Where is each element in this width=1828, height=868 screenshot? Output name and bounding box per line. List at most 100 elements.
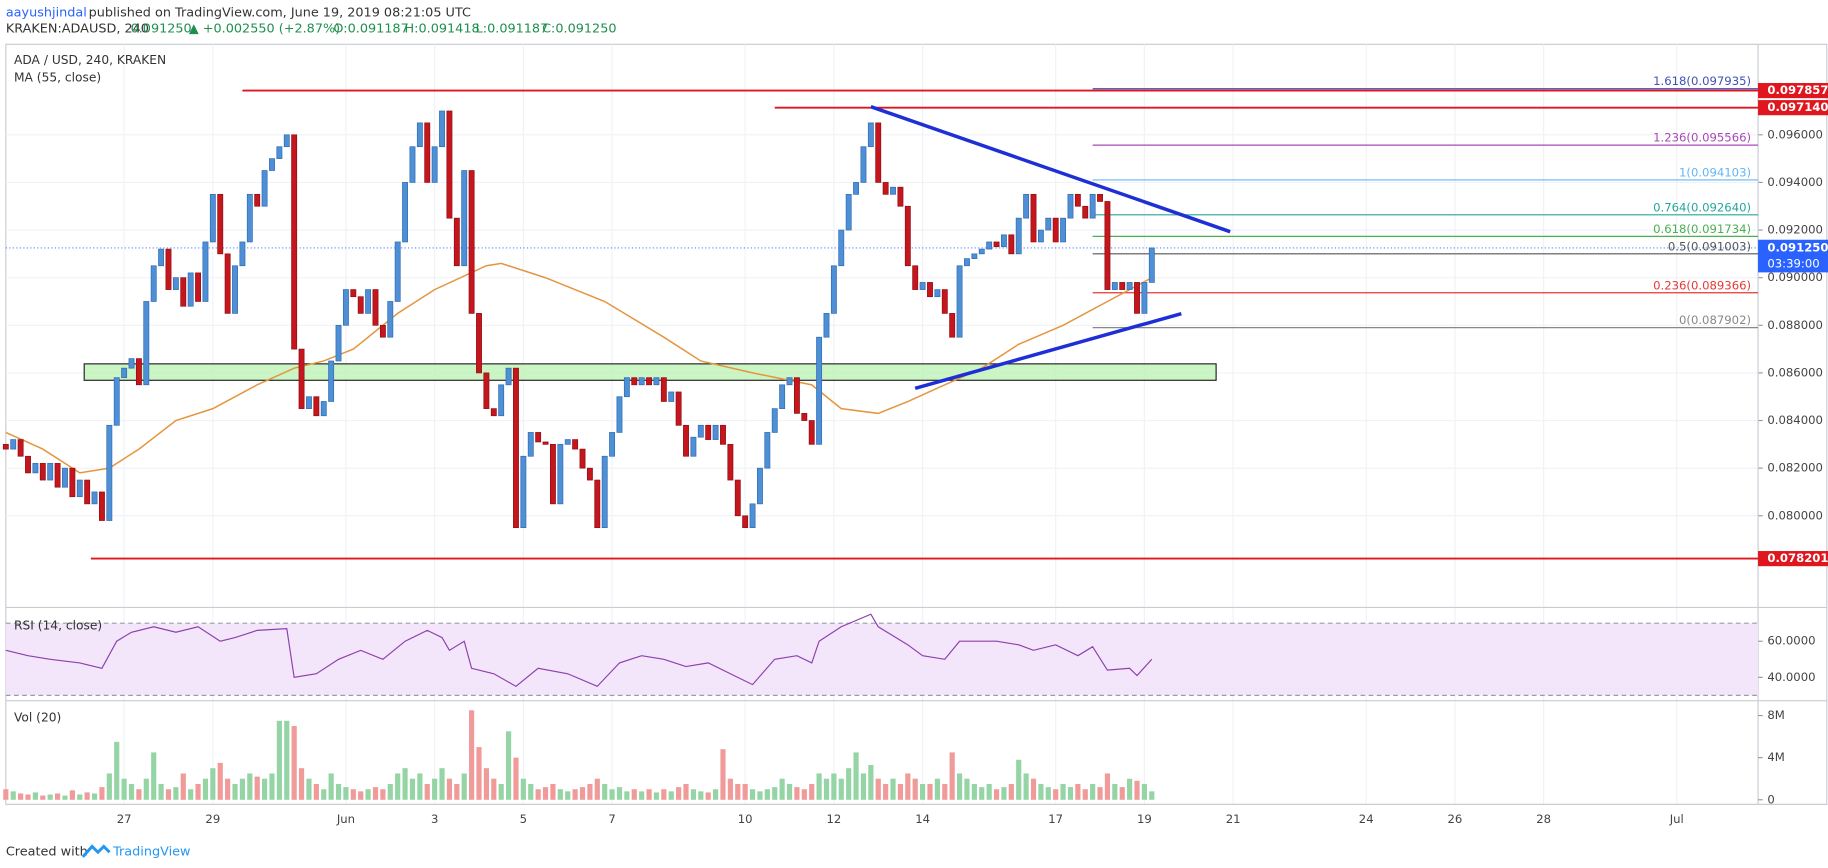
candle bbox=[949, 313, 956, 338]
candle bbox=[816, 336, 823, 445]
volume-bar bbox=[1104, 773, 1111, 800]
candle bbox=[1052, 217, 1059, 243]
volume-bar bbox=[446, 778, 453, 800]
candle bbox=[261, 170, 268, 207]
volume-bar bbox=[10, 791, 16, 800]
x-tick-label: 21 bbox=[1226, 812, 1241, 826]
brand-logo bbox=[81, 844, 111, 858]
volume-bar bbox=[77, 794, 83, 800]
volume-bar bbox=[934, 778, 940, 800]
volume-bar bbox=[387, 783, 393, 800]
x-tick-label: 12 bbox=[826, 812, 841, 826]
volume-bar bbox=[609, 789, 615, 800]
candle bbox=[1030, 193, 1037, 243]
candle bbox=[172, 277, 179, 290]
rsi-line bbox=[5, 613, 1153, 688]
volume-bar bbox=[121, 778, 127, 800]
candle bbox=[549, 443, 556, 505]
volume-bar bbox=[151, 752, 157, 800]
author[interactable]: aayushjindal bbox=[6, 5, 87, 20]
candle bbox=[1148, 247, 1155, 283]
candle bbox=[69, 467, 76, 498]
candle bbox=[660, 377, 667, 402]
volume-bar bbox=[372, 787, 379, 800]
rsi-band bbox=[5, 623, 1759, 696]
volume-bar bbox=[742, 783, 748, 800]
volume-bar bbox=[831, 773, 837, 800]
candle bbox=[890, 186, 896, 195]
candle bbox=[771, 408, 778, 433]
footer-brand[interactable]: TradingView bbox=[112, 845, 190, 860]
volume-bar bbox=[1149, 791, 1155, 800]
volume-bar bbox=[106, 773, 112, 800]
candle bbox=[99, 491, 105, 521]
volume-bar bbox=[380, 789, 386, 800]
volume-bar bbox=[306, 778, 312, 800]
x-tick-label: 17 bbox=[1048, 812, 1063, 826]
candle bbox=[860, 146, 867, 183]
candle bbox=[579, 448, 586, 469]
fib-label: 0(0.087902) bbox=[1679, 313, 1751, 327]
level-tag bbox=[1758, 83, 1828, 99]
volume-bar bbox=[1075, 783, 1081, 800]
level-label: 0.097857 bbox=[1767, 83, 1828, 97]
y-tick-label: 0.088000 bbox=[1767, 318, 1823, 332]
candle bbox=[542, 441, 549, 445]
candle bbox=[195, 272, 201, 302]
candle bbox=[306, 396, 312, 409]
candle bbox=[76, 479, 83, 498]
candle bbox=[357, 296, 364, 314]
volume-bar bbox=[505, 731, 512, 800]
candle bbox=[520, 455, 527, 529]
ma-title: MA (55, close) bbox=[14, 71, 101, 85]
candle bbox=[690, 436, 697, 457]
ohlc-open: O:0.091187 bbox=[333, 22, 408, 37]
volume-bar bbox=[335, 783, 342, 800]
volume-bar bbox=[47, 794, 53, 800]
candle bbox=[638, 377, 645, 386]
volume-bar bbox=[402, 768, 408, 800]
volume-bar bbox=[794, 787, 800, 800]
volume-bar bbox=[491, 778, 497, 800]
volume-bar bbox=[99, 787, 105, 800]
volume-bar bbox=[949, 752, 955, 800]
fib-label: 1.618(0.097935) bbox=[1653, 74, 1751, 88]
candle bbox=[594, 479, 601, 529]
volume-bar bbox=[720, 749, 726, 800]
volume-bar bbox=[210, 768, 216, 800]
volume-bar bbox=[572, 789, 578, 800]
candle bbox=[727, 443, 734, 481]
y-tick-label: 0.092000 bbox=[1767, 223, 1823, 237]
volume-bar bbox=[772, 787, 778, 800]
volume-bar bbox=[579, 787, 586, 800]
fib-label: 0.764(0.092640) bbox=[1653, 200, 1751, 214]
candle bbox=[986, 241, 993, 250]
volume-bar bbox=[291, 726, 297, 800]
volume-bar bbox=[1053, 789, 1059, 800]
volume-bar bbox=[276, 720, 282, 800]
volume-bar bbox=[616, 787, 623, 800]
candle bbox=[17, 439, 24, 457]
x-tick-label: 5 bbox=[520, 812, 527, 826]
volume-bar bbox=[986, 783, 992, 800]
volume-bar bbox=[3, 789, 9, 800]
candle bbox=[875, 122, 882, 183]
volume-bar bbox=[883, 783, 889, 800]
candle bbox=[623, 377, 630, 398]
candle bbox=[239, 241, 246, 267]
volume-bar bbox=[1119, 787, 1125, 800]
candle bbox=[439, 110, 445, 148]
candle bbox=[143, 301, 150, 386]
candle bbox=[298, 348, 305, 409]
volume-bar bbox=[188, 789, 194, 800]
candle bbox=[646, 377, 652, 386]
volume-bar bbox=[136, 789, 142, 800]
volume-bar bbox=[1038, 783, 1044, 800]
candle bbox=[749, 503, 756, 529]
volume-bar bbox=[594, 778, 600, 800]
volume-bar bbox=[942, 783, 948, 800]
volume-bar bbox=[432, 778, 438, 800]
candle bbox=[564, 439, 571, 445]
volume-bar bbox=[128, 783, 135, 800]
